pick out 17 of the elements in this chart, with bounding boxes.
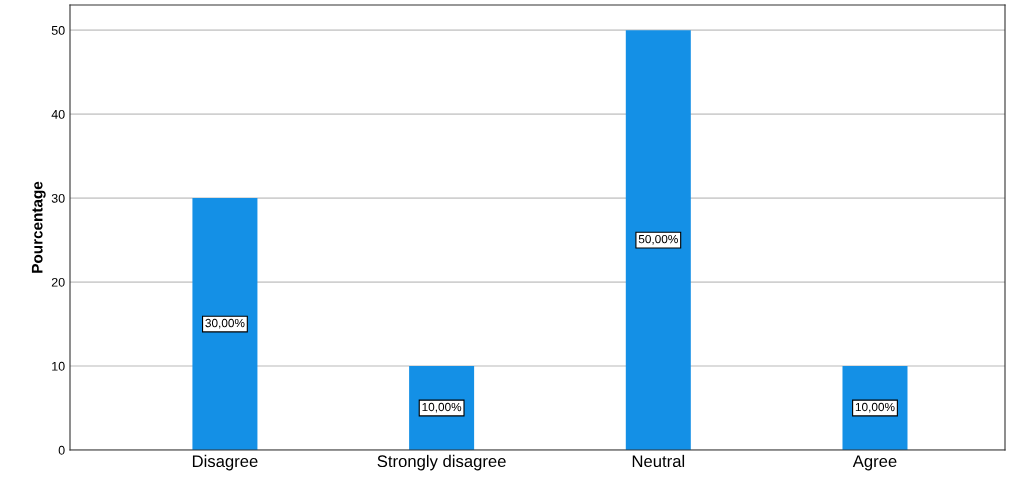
bar bbox=[192, 198, 258, 450]
y-tick-label: 40 bbox=[51, 109, 65, 119]
x-tick-label: Neutral bbox=[632, 454, 685, 468]
y-tick-label: 50 bbox=[51, 25, 65, 35]
y-tick-label: 0 bbox=[58, 445, 65, 455]
y-tick-label: 20 bbox=[51, 277, 65, 287]
data-label: 50,00% bbox=[638, 234, 678, 245]
data-label: 30,00% bbox=[205, 318, 245, 329]
y-axis-title: Pourcentage bbox=[31, 181, 46, 273]
data-label: 10,00% bbox=[855, 402, 895, 413]
x-tick-label: Strongly disagree bbox=[377, 454, 506, 471]
x-tick-label: Disagree bbox=[192, 454, 258, 471]
y-tick-label: 10 bbox=[52, 361, 65, 371]
x-tick-label: Agree bbox=[852, 455, 897, 471]
bar bbox=[625, 30, 691, 450]
y-tick-label: 30 bbox=[51, 193, 65, 203]
data-label: 10,00% bbox=[422, 402, 462, 413]
